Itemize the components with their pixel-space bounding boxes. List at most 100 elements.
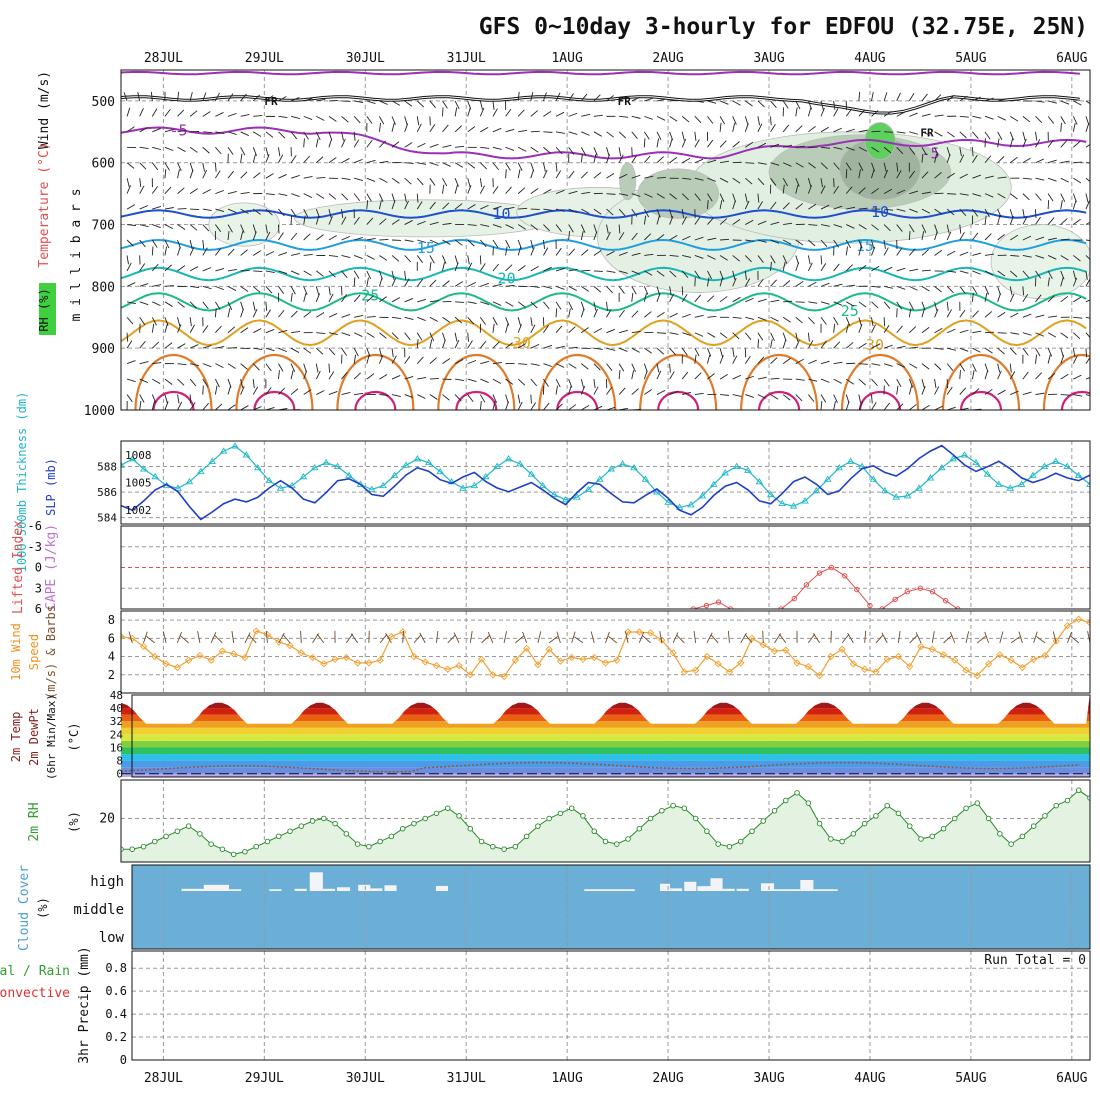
wind-barb: [669, 286, 672, 296]
wind-barb: [543, 169, 548, 179]
thickness-point: [573, 493, 581, 500]
wind-barb: [972, 208, 979, 217]
thickness-point: [459, 484, 467, 491]
wind-barb: [707, 315, 717, 318]
wind-barb: [164, 264, 172, 272]
wind-barb: [315, 286, 320, 296]
wind-barb: [795, 339, 800, 349]
wind-barb: [379, 100, 388, 105]
wind-barb: [139, 146, 149, 150]
wind-barb: [391, 332, 399, 340]
wind-barb: [896, 146, 904, 155]
wind-barb: [568, 208, 578, 213]
wind-barb: [745, 177, 753, 185]
wind-barb: [454, 203, 463, 210]
wind-barb: [227, 404, 236, 410]
thickness-point: [1074, 471, 1083, 478]
wind-barb: [505, 162, 511, 171]
wind-barb: [820, 394, 827, 403]
li-point: [703, 602, 710, 609]
wind10m-barb: [984, 631, 990, 644]
wind-barb: [139, 263, 146, 272]
wind-barb: [315, 138, 319, 148]
wind-barb: [682, 332, 691, 336]
wind-barb: [719, 160, 730, 164]
wind-barb: [152, 284, 162, 287]
wind-barb: [732, 122, 736, 132]
wind-barb: [517, 394, 521, 404]
rh2m-point: [771, 808, 778, 814]
wind-barb: [278, 270, 288, 275]
wind-barb: [341, 409, 343, 410]
wind-barb: [719, 140, 727, 148]
wind-barb: [795, 100, 801, 110]
thickness-point: [1017, 480, 1026, 487]
wind-barb: [593, 172, 602, 179]
wind10m-point: [184, 656, 193, 664]
wind-barb: [404, 239, 414, 242]
wind-barb: [606, 386, 613, 395]
thickness-point: [1063, 462, 1071, 469]
wind-barb: [442, 255, 447, 264]
wind-barb: [177, 343, 186, 349]
thickness-point: [949, 455, 957, 462]
wind-barb: [353, 193, 361, 202]
wind-barb: [745, 375, 754, 380]
wind-barb: [139, 205, 149, 210]
wind-barb: [643, 131, 650, 140]
wind-barb: [214, 162, 217, 172]
wind-barb: [883, 224, 891, 232]
li-point: [867, 602, 873, 609]
wind-barb: [353, 372, 361, 380]
wind-barb: [681, 294, 688, 303]
wind-barb: [618, 224, 621, 234]
wind-barb: [341, 270, 348, 279]
wind-barb: [164, 162, 170, 171]
ylabel-minmax: (6hr Min/Max): [45, 694, 58, 780]
wind-barb: [719, 373, 728, 380]
wind-barb: [303, 115, 313, 120]
wind-barb: [1060, 116, 1066, 125]
wind-barb: [530, 146, 539, 153]
wind-barb: [833, 323, 836, 333]
ylabel-wind10m: 10m Wind: [9, 623, 23, 681]
wind-barb: [366, 193, 372, 202]
wind-barb: [290, 252, 300, 256]
wind-barb: [1022, 347, 1029, 356]
rh2m-point: [377, 838, 383, 845]
wind-barb: [972, 363, 977, 372]
wind-barb: [366, 354, 370, 364]
wind-barb: [959, 363, 966, 372]
wind-barb: [189, 317, 192, 327]
wind-barb: [1035, 216, 1041, 225]
wind-barb: [858, 394, 862, 404]
wind-barb: [568, 363, 577, 369]
wind-barb: [883, 239, 886, 249]
wind-barb: [971, 292, 974, 302]
wind10m-point: [624, 628, 632, 636]
wind-barb: [669, 347, 676, 356]
wind-barb: [290, 363, 296, 373]
wind-barb: [833, 185, 840, 194]
rh2m-point: [264, 838, 271, 845]
wind-barb: [479, 239, 487, 248]
thickness-point: [254, 463, 262, 471]
isotherm-label-30-1: 30: [866, 336, 884, 354]
wind-barb: [883, 110, 892, 117]
wind-barb: [808, 301, 818, 304]
wind-barb: [669, 138, 673, 148]
wind-barb: [580, 363, 589, 370]
wind-barb: [908, 248, 916, 256]
wind-barb: [517, 265, 526, 272]
wind-barb: [1085, 332, 1090, 339]
wind-barb: [164, 323, 168, 333]
wind-barb: [846, 224, 855, 229]
wind-barb: [379, 160, 389, 164]
wind10m-barb: [210, 632, 217, 644]
wind-barb: [429, 299, 439, 303]
rh2m-point: [681, 805, 688, 811]
wind-barb: [366, 316, 376, 318]
wind10m-point: [421, 658, 429, 666]
cloud-high-bar-3: [269, 889, 282, 891]
wind-barb: [909, 190, 919, 195]
